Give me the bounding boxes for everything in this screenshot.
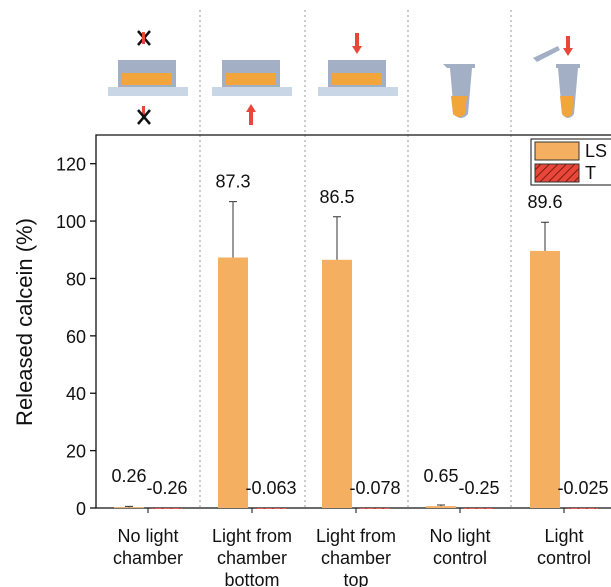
value-label: -0.26 xyxy=(146,478,187,498)
x-tick-label-line: control xyxy=(433,548,487,568)
y-tick-label: 60 xyxy=(66,327,86,347)
value-label: -0.063 xyxy=(245,478,296,498)
y-tick-label: 100 xyxy=(56,212,86,232)
y-tick-label: 120 xyxy=(56,155,86,175)
y-tick-label: 20 xyxy=(66,442,86,462)
chamber-icon xyxy=(108,31,188,124)
y-axis-title: Released calcein (%) xyxy=(12,218,37,426)
x-tick-label-line: top xyxy=(343,570,368,587)
x-tick-label-line: chamber xyxy=(217,548,287,568)
y-tick-label: 0 xyxy=(76,499,86,519)
value-label: -0.25 xyxy=(458,478,499,498)
chart: Released calcein (%) 0 20 40 60 80 100 120 No l… xyxy=(0,0,611,587)
value-label: -0.078 xyxy=(349,478,400,498)
x-tick-label-line: Light from xyxy=(212,526,292,546)
chamber-icon xyxy=(318,33,398,96)
error-bar xyxy=(437,505,445,506)
bar xyxy=(530,251,560,508)
y-tick-label: 80 xyxy=(66,269,86,289)
legend-swatch xyxy=(535,164,579,182)
x-tick-label-line: Light from xyxy=(316,526,396,546)
error-bar xyxy=(125,506,133,507)
legend-label: T xyxy=(585,163,596,183)
bar xyxy=(426,506,456,508)
tube-icon xyxy=(443,64,475,118)
value-label: 89.6 xyxy=(527,192,562,212)
value-label: 0.65 xyxy=(423,466,458,486)
x-tick-label-line: chamber xyxy=(113,548,183,568)
value-label: 87.3 xyxy=(215,172,250,192)
bar xyxy=(322,260,352,508)
x-tick-label-line: bottom xyxy=(224,570,279,587)
x-tick-label-line: Light xyxy=(544,526,583,546)
legend-swatch xyxy=(535,142,579,160)
x-tick-label-line: control xyxy=(537,548,591,568)
bar xyxy=(568,508,598,509)
value-label: -0.025 xyxy=(557,478,608,498)
error-bar xyxy=(229,202,237,258)
tube-icon xyxy=(533,36,580,118)
x-tick-label-line: No light xyxy=(117,526,178,546)
bar xyxy=(464,508,494,509)
value-label: 0.26 xyxy=(111,466,146,486)
error-bar xyxy=(333,217,341,260)
bar xyxy=(360,508,390,509)
y-tick-label: 40 xyxy=(66,384,86,404)
x-tick-label-line: No light xyxy=(429,526,490,546)
bar xyxy=(114,507,144,508)
value-label: 86.5 xyxy=(319,187,354,207)
error-bar xyxy=(541,222,549,251)
chamber-icon xyxy=(212,60,292,125)
legend: LST xyxy=(531,139,611,185)
x-tick-label-line: chamber xyxy=(321,548,391,568)
bar xyxy=(256,508,286,509)
bar xyxy=(218,258,248,508)
legend-label: LS xyxy=(585,141,607,161)
icons xyxy=(108,31,580,125)
bar xyxy=(152,508,182,509)
